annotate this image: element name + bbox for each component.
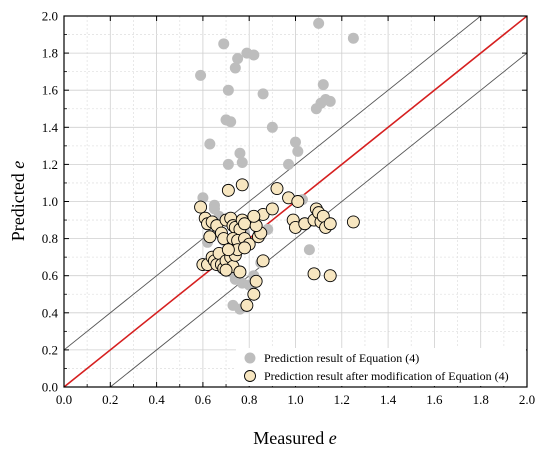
x-tick-label: 2.0	[519, 392, 535, 407]
point-equation-4	[266, 121, 278, 133]
y-tick-label: 1.4	[42, 120, 59, 135]
point-equation-4	[292, 145, 304, 157]
x-tick-label: 0.0	[56, 392, 72, 407]
point-equation-4	[195, 69, 207, 81]
legend-label-series-2: Prediction result after modification of …	[264, 369, 509, 383]
y-tick-label: 0.2	[42, 342, 58, 357]
legend-marker-series-1	[244, 352, 256, 364]
point-modified-equation-4	[256, 254, 270, 268]
x-tick-label: 0.2	[102, 392, 118, 407]
upper-bound-line	[64, 16, 482, 351]
point-modified-equation-4	[240, 298, 254, 312]
point-equation-4	[347, 32, 359, 44]
y-tick-label: 0.4	[42, 305, 59, 320]
point-modified-equation-4	[221, 243, 235, 257]
x-tick-label: 1.6	[426, 392, 443, 407]
x-tick-label: 0.8	[241, 392, 257, 407]
point-equation-4	[225, 116, 237, 128]
point-equation-4	[236, 157, 248, 169]
point-equation-4	[197, 192, 209, 204]
point-equation-4	[222, 84, 234, 96]
point-equation-4	[234, 147, 246, 159]
point-modified-equation-4	[221, 183, 235, 197]
y-tick-label: 1.8	[42, 46, 58, 61]
x-tick-label: 0.6	[195, 392, 212, 407]
y-tick-label: 2.0	[42, 9, 58, 24]
point-equation-4	[283, 158, 295, 170]
point-modified-equation-4	[270, 182, 284, 195]
point-modified-equation-4	[238, 241, 252, 255]
point-equation-4	[218, 38, 230, 50]
x-tick-label: 1.8	[473, 392, 489, 407]
point-modified-equation-4	[307, 267, 321, 281]
point-equation-4	[232, 53, 244, 65]
y-tick-label: 1.0	[42, 194, 58, 209]
legend: Prediction result of Equation (4) Predic…	[236, 348, 526, 386]
point-equation-4	[204, 138, 216, 150]
point-modified-equation-4	[194, 200, 208, 214]
point-modified-equation-4	[233, 265, 247, 279]
y-tick-label: 1.6	[42, 83, 59, 98]
point-modified-equation-4	[235, 178, 249, 192]
point-equation-4	[257, 88, 269, 100]
point-equation-4	[222, 158, 234, 170]
y-tick-label: 0.0	[42, 380, 58, 395]
y-axis-title: Predicted e	[8, 161, 28, 241]
point-modified-equation-4	[265, 202, 279, 216]
point-modified-equation-4	[219, 263, 233, 277]
point-modified-equation-4	[203, 230, 217, 244]
point-equation-4	[317, 79, 329, 91]
legend-marker-series-2	[244, 370, 256, 382]
point-equation-4	[313, 17, 325, 29]
legend-label-series-1: Prediction result of Equation (4)	[264, 351, 419, 365]
point-equation-4	[248, 49, 260, 61]
x-tick-label: 1.2	[334, 392, 350, 407]
data-points	[194, 17, 360, 315]
x-tick-label: 0.4	[148, 392, 165, 407]
x-tick-label: 1.0	[287, 392, 303, 407]
point-modified-equation-4	[247, 287, 261, 301]
point-equation-4	[229, 62, 241, 74]
point-equation-4	[324, 95, 336, 107]
point-modified-equation-4	[247, 209, 261, 223]
y-tick-label: 0.8	[42, 231, 58, 246]
y-tick-label: 0.6	[42, 268, 59, 283]
lower-bound-line	[109, 52, 527, 387]
point-modified-equation-4	[323, 269, 337, 283]
point-equation-4	[290, 136, 301, 148]
x-tick-label: 1.4	[380, 392, 397, 407]
point-modified-equation-4	[249, 274, 263, 288]
point-modified-equation-4	[323, 217, 337, 231]
y-tick-label: 1.2	[42, 157, 58, 172]
axis-ticks: 0.0 0.2 0.4 0.6 0.8 1.0 1.2 1.4 1.6 1.8 2.0 0.0 0.2 0…	[42, 9, 535, 408]
point-modified-equation-4	[346, 215, 360, 229]
point-modified-equation-4	[291, 195, 305, 208]
point-equation-4	[208, 203, 220, 215]
x-axis-title: Measured e	[253, 428, 336, 448]
legend-box	[236, 348, 526, 386]
point-equation-4	[303, 244, 315, 256]
